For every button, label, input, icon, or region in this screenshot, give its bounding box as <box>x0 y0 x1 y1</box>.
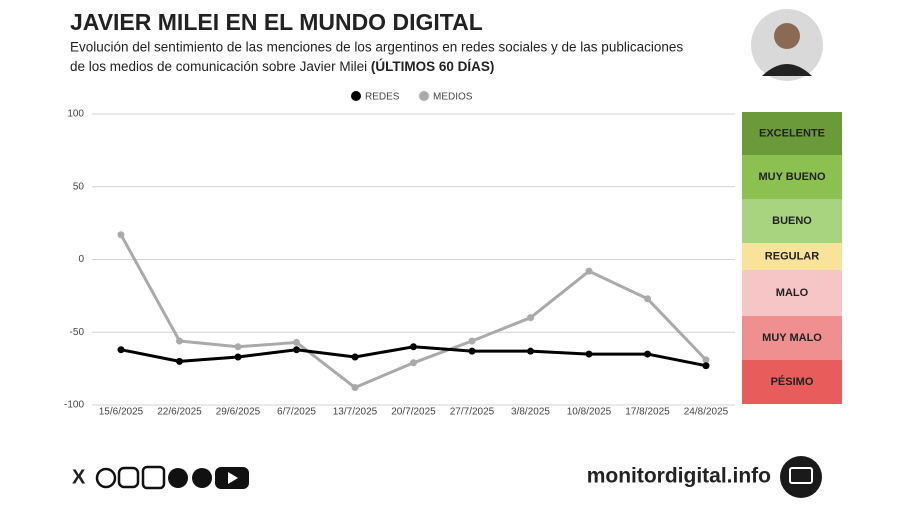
social-icons: X <box>72 465 249 490</box>
x-tick-label: 3/8/2025 <box>511 407 550 418</box>
data-point <box>644 295 651 303</box>
data-point <box>234 353 242 361</box>
site-logo <box>780 456 822 498</box>
legend-label: REDES <box>365 92 400 103</box>
avatar <box>751 9 823 81</box>
scale-label: PÉSIMO <box>771 375 814 388</box>
y-tick-label: 50 <box>73 181 85 192</box>
x-tick-label: 24/8/2025 <box>684 407 729 418</box>
x-tick-label: 10/8/2025 <box>567 407 612 418</box>
legend-marker <box>419 91 429 101</box>
data-point <box>410 359 417 367</box>
data-point <box>293 338 300 346</box>
scale-label: REGULAR <box>765 250 819 262</box>
x-tick-label: 17/8/2025 <box>625 407 670 418</box>
y-tick-label: -100 <box>64 400 84 411</box>
scale-band <box>742 112 842 155</box>
subtitle: Evolución del sentimiento de las mencion… <box>70 40 683 55</box>
scale-band <box>742 360 842 404</box>
x-tick-label: 29/6/2025 <box>216 407 261 418</box>
data-point <box>527 314 534 322</box>
scale-label: MUY BUENO <box>758 171 825 183</box>
scale-label: MALO <box>776 287 809 299</box>
scale-label: BUENO <box>772 215 812 227</box>
x-tick-label: 22/6/2025 <box>157 407 202 418</box>
scale-band <box>742 316 842 360</box>
data-point <box>585 350 593 358</box>
data-point <box>176 337 183 345</box>
chart-title: JAVIER MILEI EN EL MUNDO DIGITAL <box>70 9 483 35</box>
data-point <box>293 346 300 354</box>
data-point <box>468 337 476 345</box>
scale-band <box>742 270 842 316</box>
data-point <box>351 353 359 361</box>
subtitle-text: de los medios de comunicación sobre Javi… <box>70 59 367 74</box>
scale-label: EXCELENTE <box>759 127 825 139</box>
x-tick-label: 15/6/2025 <box>99 407 144 418</box>
subtitle-bold: (ÚLTIMOS 60 DÍAS) <box>371 59 495 74</box>
svg-text:X: X <box>72 466 86 488</box>
data-point <box>644 350 651 358</box>
y-tick-label: -50 <box>70 327 85 338</box>
scale-band <box>742 155 842 199</box>
data-point <box>176 357 183 365</box>
data-point <box>234 343 242 351</box>
legend-label: MEDIOS <box>433 92 473 103</box>
y-tick-label: 0 <box>78 254 84 265</box>
data-point <box>585 267 593 275</box>
legend-marker <box>351 91 361 101</box>
data-point <box>410 343 417 351</box>
x-tick-label: 6/7/2025 <box>277 407 316 418</box>
x-tick-label: 27/7/2025 <box>450 407 495 418</box>
site-name: monitordigital.info <box>587 465 771 488</box>
data-point <box>527 347 534 355</box>
scale-label: MUY MALO <box>762 332 822 344</box>
scale-band <box>742 199 842 243</box>
data-point <box>702 356 710 364</box>
scale-band <box>742 243 842 270</box>
subtitle: de los medios de comunicación sobre Javi… <box>70 59 494 74</box>
x-tick-label: 20/7/2025 <box>391 407 436 418</box>
data-point <box>117 346 125 354</box>
x-tick-label: 13/7/2025 <box>333 407 378 418</box>
y-tick-label: 100 <box>67 109 84 120</box>
data-point <box>351 384 359 392</box>
data-point <box>117 231 125 239</box>
data-point <box>702 362 710 370</box>
data-point <box>468 347 476 355</box>
